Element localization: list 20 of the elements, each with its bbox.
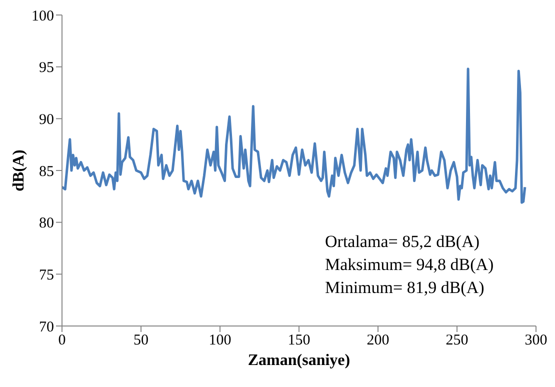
y-tick-label: 75 xyxy=(39,267,54,284)
x-tick-label: 0 xyxy=(58,332,66,349)
x-tick-label: 200 xyxy=(366,332,390,349)
annotation: Maksimum= 94,8 dB(A) xyxy=(325,254,494,276)
y-tick-label: 95 xyxy=(39,60,54,76)
x-tick-label: 100 xyxy=(208,332,232,349)
annotation: Ortalama= 85,2 dB(A) xyxy=(325,231,481,253)
x-axis-title: Zaman(saniye) xyxy=(248,352,350,369)
line-series xyxy=(62,68,526,204)
y-tick-label: 85 xyxy=(39,164,54,180)
x-tick-label: 50 xyxy=(134,332,148,349)
y-tick-label: 90 xyxy=(39,112,54,128)
annotation: Minimum= 81,9 dB(A) xyxy=(325,277,486,299)
y-tick-label: 80 xyxy=(39,216,54,232)
y-tick-label: 100 xyxy=(32,8,54,24)
y-axis-title: dB(A) xyxy=(10,150,28,192)
x-tick-label: 300 xyxy=(524,332,548,349)
x-tick-label: 150 xyxy=(288,332,310,349)
x-tick-label: 250 xyxy=(446,332,468,349)
y-tick-label: 70 xyxy=(39,319,54,336)
